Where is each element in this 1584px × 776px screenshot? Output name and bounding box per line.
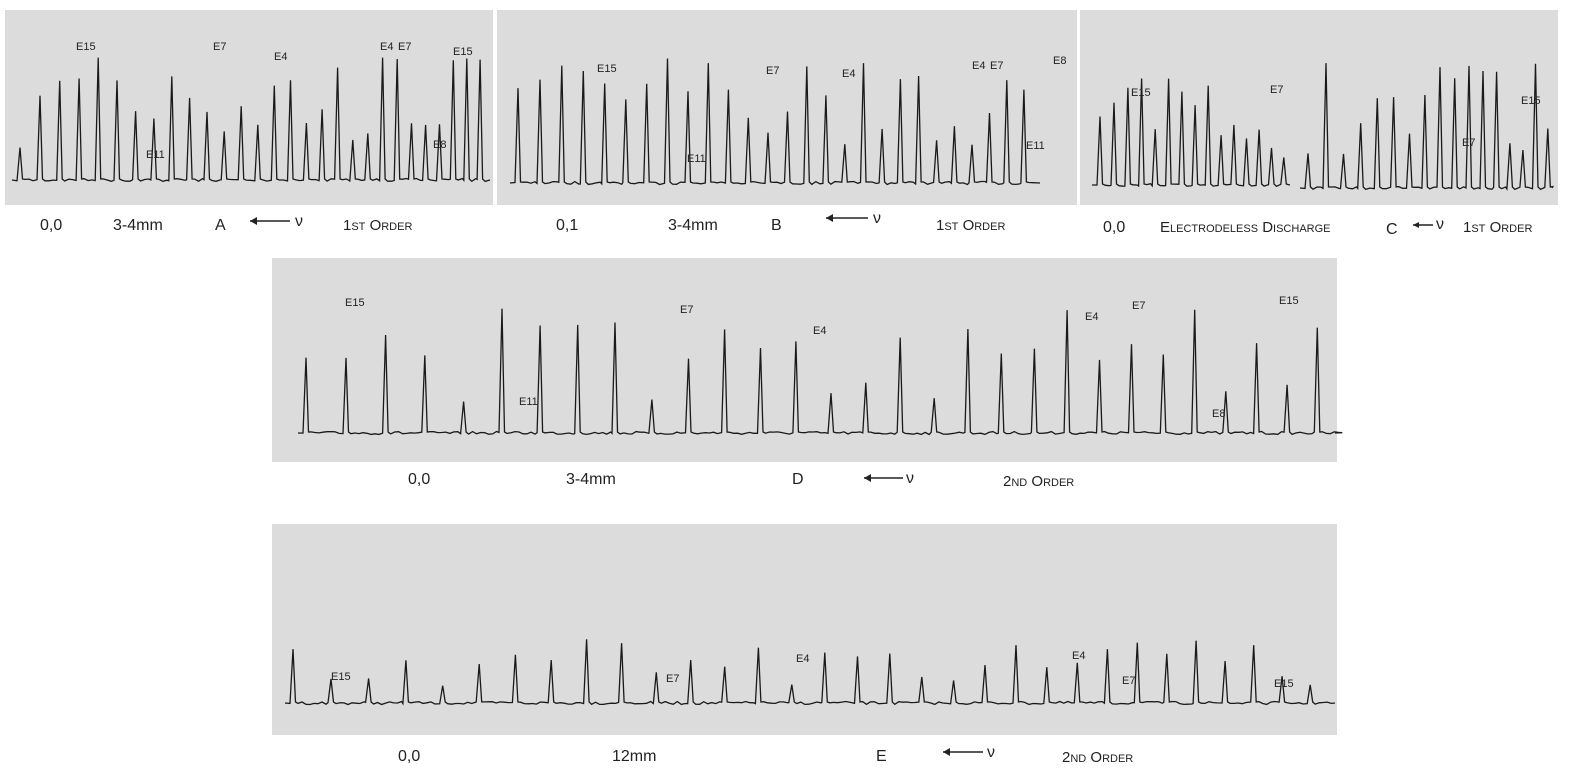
band-label: E15 xyxy=(76,41,96,53)
band-label: E4 xyxy=(796,653,809,665)
band-label: E15 xyxy=(1131,87,1151,99)
panel-letter: C xyxy=(1386,221,1398,238)
band-label: E4 xyxy=(1072,650,1085,662)
band-label: E4 xyxy=(380,41,393,53)
band-label: E7 xyxy=(766,65,779,77)
arrow-head xyxy=(250,217,257,225)
band-label: E11 xyxy=(687,153,706,165)
panel-letter: E xyxy=(876,748,887,765)
length: 12mm xyxy=(612,748,656,765)
band-label: E11 xyxy=(146,149,165,161)
trace xyxy=(284,639,1336,706)
nu: ν xyxy=(1436,216,1444,233)
pressure: 0,0 xyxy=(408,471,430,488)
order: 1st Order xyxy=(936,217,1005,234)
band-label: E7 xyxy=(1270,84,1283,96)
band-label: E4 xyxy=(813,325,826,337)
band-label: E8 xyxy=(1053,55,1066,67)
band-label: E4 xyxy=(972,60,985,72)
trace xyxy=(509,58,1041,186)
traces xyxy=(11,57,1555,706)
trace xyxy=(1299,63,1555,191)
length: 3-4mm xyxy=(113,217,163,234)
pressure: 0,1 xyxy=(556,217,578,234)
band-label: E7 xyxy=(990,60,1003,72)
panel-b-bg xyxy=(497,10,1077,205)
band-label: E4 xyxy=(274,51,287,63)
trace xyxy=(1092,78,1291,188)
pressure: 0,0 xyxy=(1103,219,1125,236)
nu: ν xyxy=(906,470,914,487)
panel-letter: A xyxy=(215,217,226,234)
order: 1st Order xyxy=(1463,219,1532,236)
arrow-head xyxy=(864,474,871,482)
trace xyxy=(297,308,1343,436)
length: Electrodeless Discharge xyxy=(1160,219,1331,236)
band-label: E15 xyxy=(345,297,365,309)
band-label: E15 xyxy=(453,46,473,58)
band-label: E7 xyxy=(213,41,226,53)
arrow-head xyxy=(826,214,833,222)
panel-c-bg xyxy=(1080,10,1558,205)
arrow-head xyxy=(1413,222,1419,228)
length: 3-4mm xyxy=(566,471,616,488)
pressure: 0,0 xyxy=(398,748,420,765)
order: 1st Order xyxy=(343,217,412,234)
band-label: E15 xyxy=(1274,678,1294,690)
band-label: E7 xyxy=(1462,137,1475,149)
band-label: E8 xyxy=(1212,408,1225,420)
band-label: E15 xyxy=(1521,95,1541,107)
band-label: E15 xyxy=(331,671,351,683)
order: 2nd Order xyxy=(1062,749,1133,766)
nu: ν xyxy=(295,213,303,230)
panel-letter: D xyxy=(792,471,804,488)
band-label: E11 xyxy=(519,396,538,408)
pressure: 0,0 xyxy=(40,217,62,234)
length: 3-4mm xyxy=(668,217,718,234)
nu: ν xyxy=(987,744,995,761)
nu: ν xyxy=(873,210,881,227)
band-label: E11 xyxy=(1026,140,1045,152)
panel-d-bg xyxy=(272,258,1337,462)
band-label: E7 xyxy=(1132,300,1145,312)
panel-a-bg xyxy=(5,10,493,205)
band-label: E4 xyxy=(842,68,855,80)
band-label: E7 xyxy=(398,41,411,53)
band-label: E15 xyxy=(1279,295,1299,307)
trace xyxy=(11,57,491,183)
band-label: E7 xyxy=(680,304,693,316)
panel-e-bg xyxy=(272,524,1337,735)
band-label: E8 xyxy=(433,139,446,151)
band-label: E4 xyxy=(1085,311,1098,323)
arrow-head xyxy=(943,748,950,756)
band-label: E7 xyxy=(666,673,679,685)
band-label: E7 xyxy=(1122,675,1135,687)
band-label: E15 xyxy=(597,63,617,75)
panel-letter: B xyxy=(771,217,782,234)
order: 2nd Order xyxy=(1003,473,1074,490)
